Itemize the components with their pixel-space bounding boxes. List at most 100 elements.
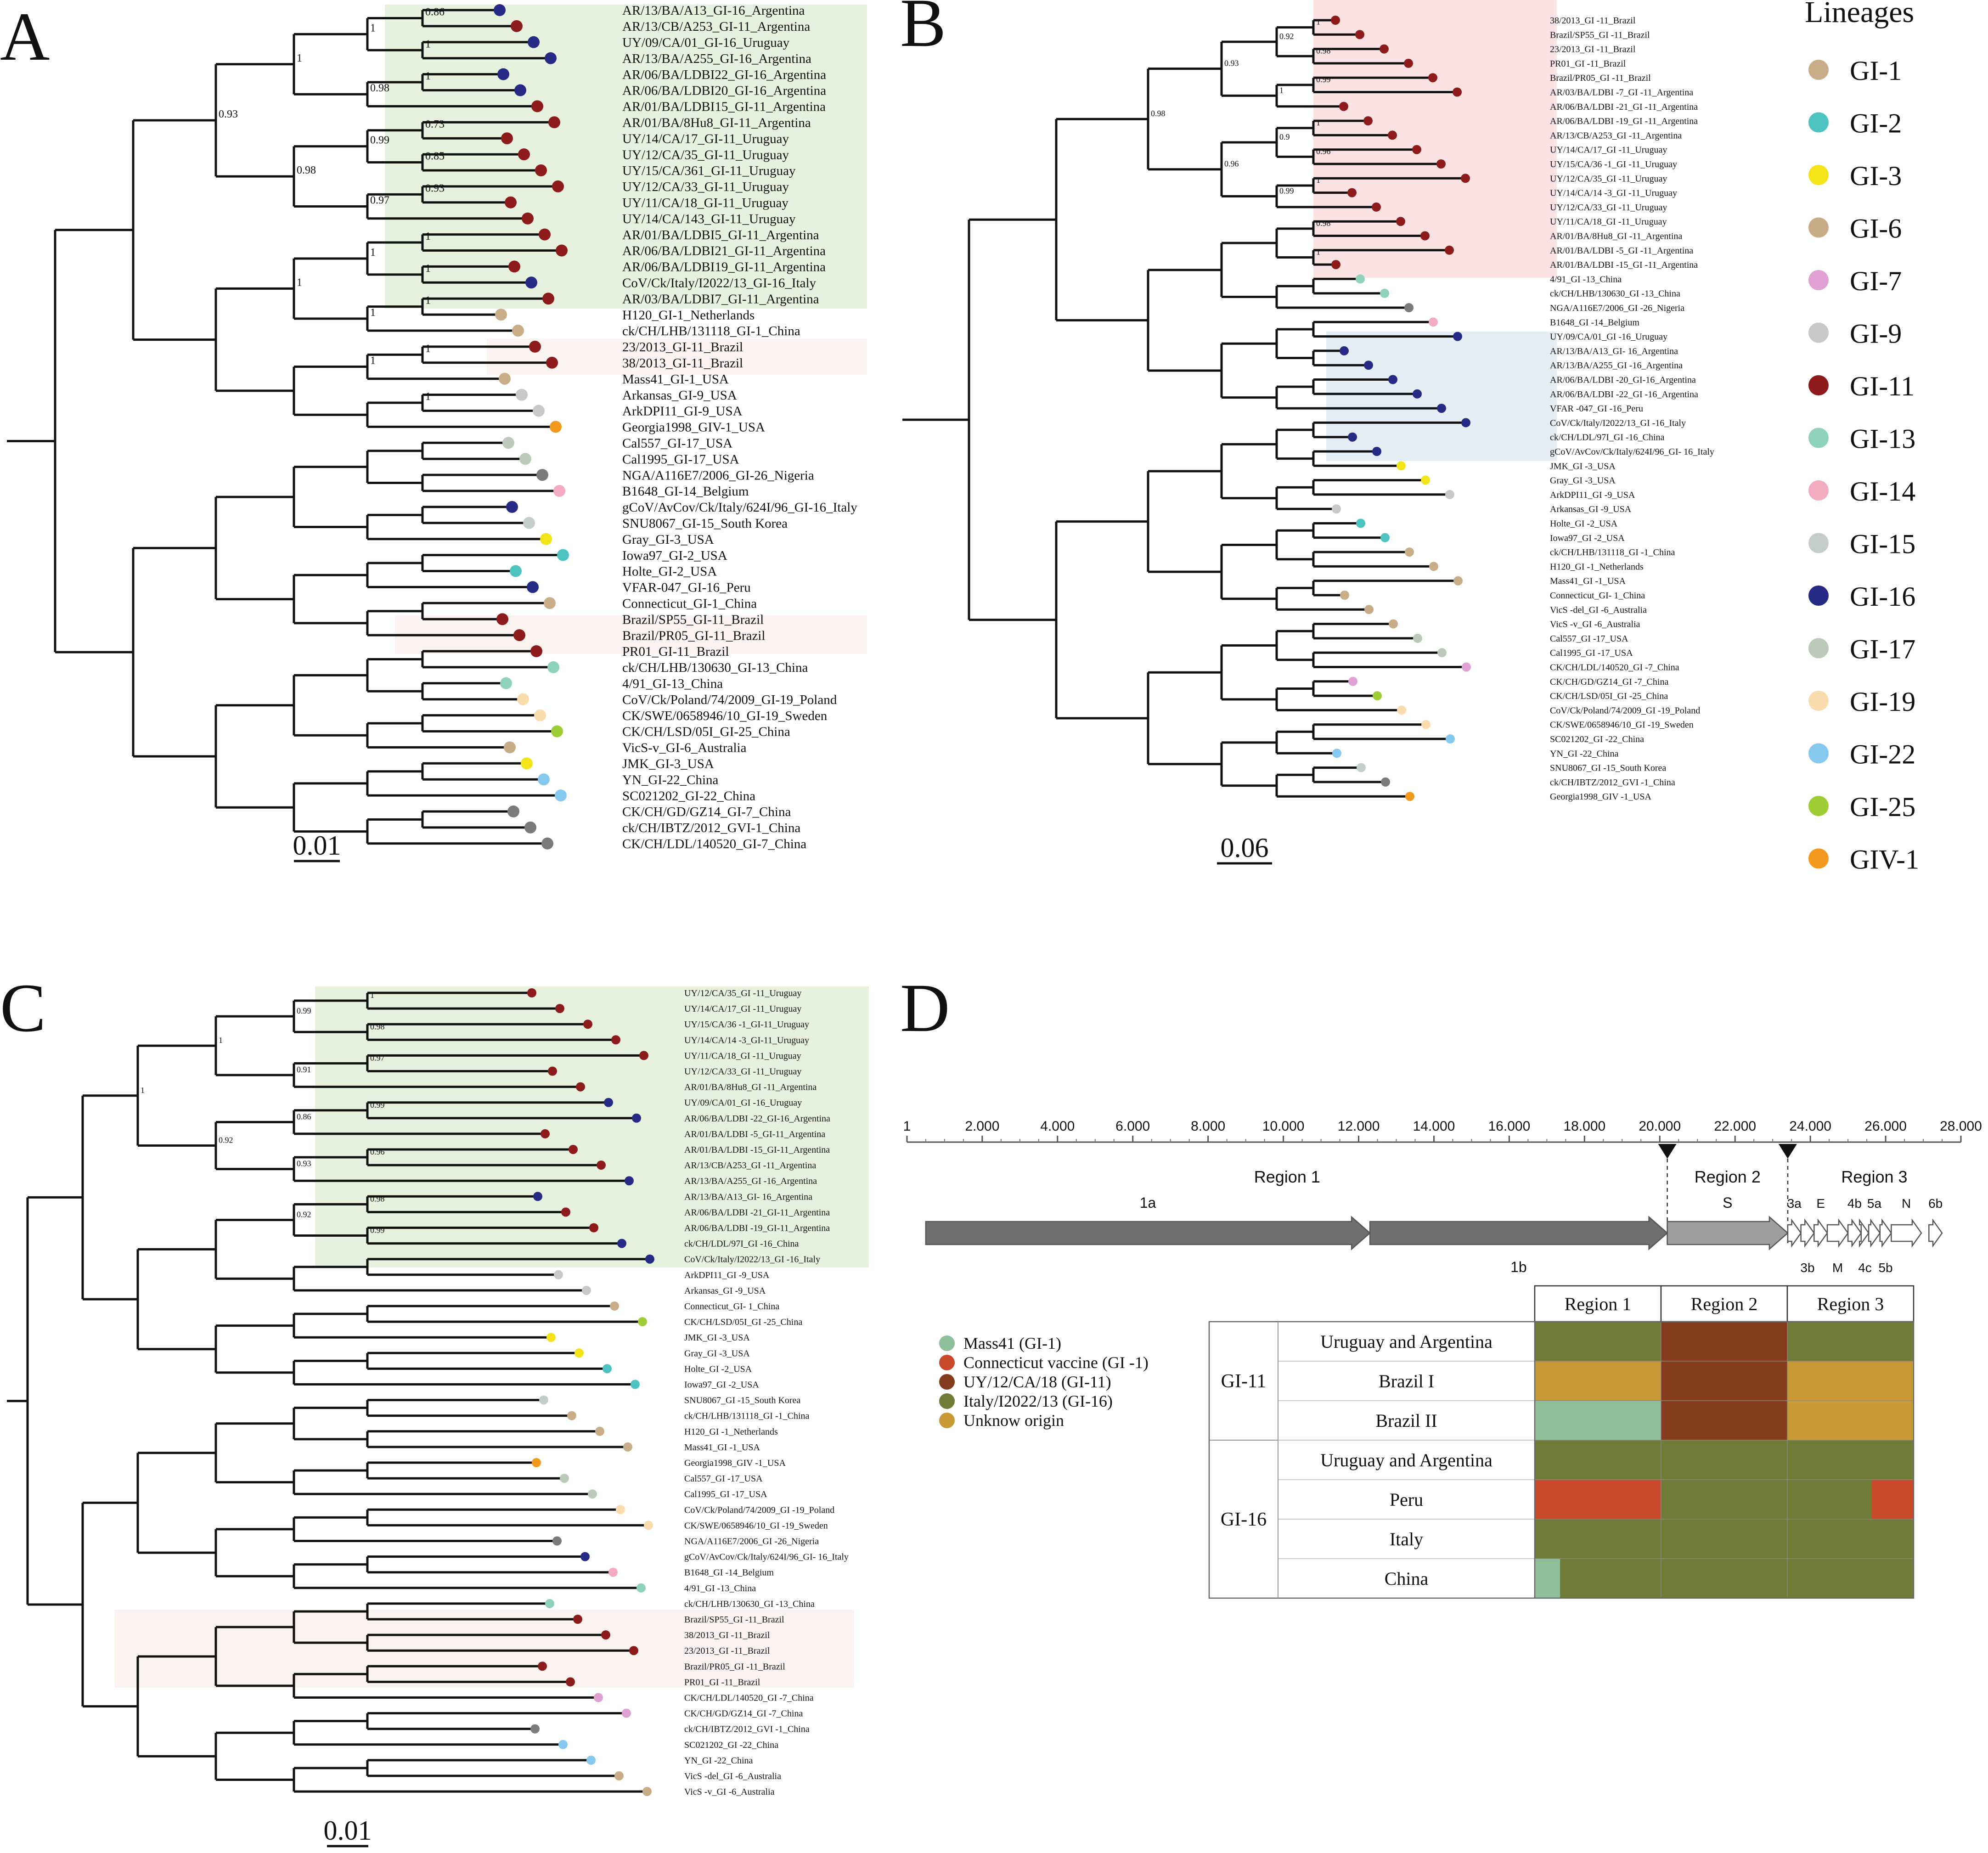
clade-highlight <box>115 1610 854 1688</box>
leaf-label: Gray_GI -3_USA <box>1550 476 1616 486</box>
support-value: 0.97 <box>370 195 389 207</box>
leaf-label: AR/13/CB/A253_GI-11_Argentina <box>622 19 810 34</box>
tip-marker <box>519 453 531 465</box>
support-value: 1 <box>141 1086 145 1095</box>
leaf-label: 38/2013_GI -11_Brazil <box>684 1630 770 1640</box>
table-cell-segment <box>1787 1480 1830 1519</box>
tip-marker <box>1357 763 1366 772</box>
tip-marker <box>1380 44 1389 54</box>
leaf-label: AR/01/BA/LDBI -5_GI-11_Argentina <box>684 1129 825 1139</box>
leaf-label: VicS -v_GI -6_Australia <box>684 1787 775 1797</box>
gene-arrow <box>1879 1218 1892 1248</box>
tip-marker <box>545 52 557 64</box>
leaf-label: ck/CH/LHB/130630_GI -13_China <box>1550 289 1680 299</box>
tip-marker <box>532 1458 541 1467</box>
support-value: 0.99 <box>370 1100 385 1110</box>
axis-tick-label: 8.000 <box>1191 1119 1225 1134</box>
legend-label: GI-9 <box>1850 319 1902 349</box>
leaf-label: JMK_GI -3_USA <box>684 1333 750 1343</box>
table-row-label: Brazil I <box>1379 1371 1434 1391</box>
table-cell-segment <box>1787 1519 1914 1559</box>
tip-marker <box>514 84 526 96</box>
tip-marker <box>629 1646 638 1656</box>
tip-marker <box>1421 475 1430 485</box>
scale-label: 0.01 <box>293 830 341 861</box>
tip-marker <box>500 677 512 689</box>
table-row-label: Peru <box>1390 1489 1423 1510</box>
clade-highlight <box>1313 0 1557 278</box>
tip-marker <box>547 661 559 673</box>
leaf-label: Cal557_GI -17_USA <box>684 1474 763 1484</box>
tip-marker <box>540 533 552 545</box>
leaf-label: AR/01/BA/LDBI -5_GI -11_Argentina <box>1550 246 1693 256</box>
leaf-label: CK/CH/LDL/140520_GI-7_China <box>622 837 806 851</box>
leaf-label: AR/06/BA/LDBI -19_GI -11_Argentina <box>1550 116 1698 126</box>
tip-marker <box>583 1019 592 1029</box>
table-cell-segment <box>1829 1480 1872 1519</box>
tip-marker <box>552 180 564 192</box>
tip-marker <box>541 837 553 850</box>
tip-marker <box>1461 418 1470 428</box>
table-cell-segment <box>1585 1559 1611 1598</box>
table-row-label: Uruguay and Argentina <box>1320 1331 1492 1352</box>
recomb-legend-label: UY/12/CA/18 (GI-11) <box>963 1373 1111 1391</box>
tip-marker <box>539 1395 548 1405</box>
table-cell-segment <box>1787 1401 1914 1440</box>
clade-highlight <box>385 5 867 309</box>
tip-marker <box>588 1489 597 1499</box>
leaf-label: ck/CH/IBTZ/2012_GVI -1_China <box>684 1724 810 1735</box>
clade-highlight <box>487 339 867 375</box>
recomb-legend-swatch <box>939 1374 955 1390</box>
leaf-label: 23/2013_GI -11_Brazil <box>1550 45 1636 55</box>
leaf-label: PR01_GI -11_Brazil <box>1550 59 1626 69</box>
support-value: 1 <box>297 276 302 288</box>
tip-marker <box>639 1051 648 1060</box>
leaf-label: B1648_GI -14_Belgium <box>1550 317 1639 327</box>
tip-marker <box>1405 547 1414 557</box>
leaf-label: VicS -del_GI -6_Australia <box>684 1771 781 1781</box>
leaf-label: UY/14/CA/143_GI-11_Uruguay <box>622 212 796 226</box>
tip-marker <box>631 1380 640 1389</box>
axis-tick-label: 4.000 <box>1040 1119 1075 1134</box>
support-value: 1 <box>370 307 376 319</box>
table-cell-segment <box>1787 1559 1914 1598</box>
leaf-label: Brazil/PR05_GI -11_Brazil <box>684 1662 785 1672</box>
tip-marker <box>533 405 545 417</box>
leaf-label: Georgia1998_GIV -1_USA <box>1550 792 1651 802</box>
leaf-label: SC021202_GI -22_China <box>684 1740 778 1750</box>
leaf-label: SC021202_GI -22_China <box>1550 734 1644 744</box>
support-value: 1 <box>425 70 431 82</box>
legend-label: GI-6 <box>1850 214 1902 244</box>
leaf-label: AR/01/BA/LDBI -15_GI -11_Argentina <box>1550 260 1698 270</box>
leaf-label: AR/06/BA/LDBI19_GI-11_Argentina <box>622 260 826 275</box>
leaf-label: AR/06/BA/LDBI -19_GI-11_Argentina <box>684 1223 830 1233</box>
tip-marker <box>1372 447 1381 456</box>
tip-marker <box>548 1066 557 1076</box>
table-row-label: Italy <box>1390 1529 1423 1549</box>
leaf-label: CK/CH/LSD/05I_GI -25_China <box>1550 691 1668 701</box>
table-cell-segment <box>1871 1480 1914 1519</box>
panel-a: A 0.86 1 1 1 0.98 1 0.73 0.85 0.99 0.93 0.97 0.98 0.9… <box>0 0 867 862</box>
leaf-label: UY/12/CA/33_GI -11_Uruguay <box>1550 203 1667 213</box>
axis-tick-label: 2.000 <box>965 1119 999 1134</box>
recomb-legend-swatch <box>939 1335 955 1351</box>
tip-marker <box>536 469 548 481</box>
tip-marker <box>595 1426 604 1436</box>
table-group-label: GI-11 <box>1221 1371 1267 1392</box>
support-value: 0.93 <box>425 182 445 194</box>
tip-marker <box>512 325 524 337</box>
tip-marker <box>610 1301 619 1311</box>
support-value: 0.98 <box>1151 109 1166 118</box>
leaf-label: NGA/A116E7/2006_GI -26_Nigeria <box>1550 303 1684 313</box>
tip-marker <box>542 293 554 305</box>
leaf-label: CoV/Ck/Poland/74/2009_GI -19_Poland <box>684 1505 834 1515</box>
tip-marker <box>556 244 568 257</box>
leaf-label: ck/CH/IBTZ/2012_GVI -1_China <box>1550 777 1675 788</box>
leaf-label: UY/12/CA/33_GI-11_Uruguay <box>622 180 789 194</box>
tip-marker <box>508 260 520 273</box>
gene-arrow <box>1826 1218 1849 1248</box>
tip-marker <box>1437 404 1446 413</box>
table-group-label: GI-16 <box>1221 1509 1267 1530</box>
support-value: 1 <box>370 991 374 1000</box>
axis-tick-label: 1 <box>903 1119 911 1134</box>
